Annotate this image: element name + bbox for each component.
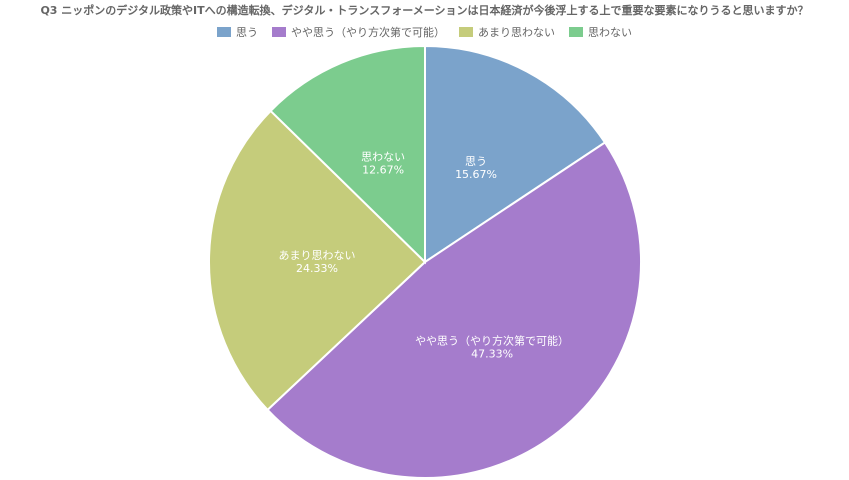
legend-swatch-yaya-omou	[272, 27, 286, 37]
slice-label-yaya-omou: やや思う（やり方次第で可能）	[415, 334, 569, 348]
slice-label-omou: 思う	[465, 155, 487, 168]
legend-item-yaya-omou[interactable]: やや思う（やり方次第で可能）	[272, 24, 445, 40]
chart-title: Q3 ニッポンのデジタル政策やITへの構造転換、デジタル・トランスフォーメーショ…	[40, 4, 809, 17]
pie-slice-omou[interactable]	[424, 44, 607, 264]
slice-value-yaya-omou: 47.33%	[471, 348, 513, 361]
legend-item-amari-omowanai[interactable]: あまり思わない	[459, 24, 555, 40]
slice-value-amari-omowanai: 24.33%	[296, 262, 338, 275]
pie-slice-yaya-omou[interactable]	[266, 141, 642, 479]
legend-label-yaya-omou: やや思う（やり方次第で可能）	[291, 26, 445, 39]
legend-item-omou[interactable]: 思う	[217, 24, 258, 40]
pie-slice-amari-omowanai[interactable]	[208, 109, 427, 412]
legend-label-omowanai: 思わない	[588, 26, 632, 39]
slice-value-omou: 15.67%	[455, 168, 497, 181]
pie-slice-omowanai[interactable]	[269, 44, 426, 265]
legend-swatch-amari-omowanai	[459, 27, 473, 37]
legend-swatch-omowanai	[569, 27, 583, 37]
legend-item-omowanai[interactable]: 思わない	[569, 24, 632, 40]
slice-label-amari-omowanai: あまり思わない	[279, 249, 356, 262]
slice-value-omowanai: 12.67%	[362, 163, 404, 176]
legend-swatch-omou	[217, 27, 231, 37]
chart-legend: 思う やや思う（やり方次第で可能） あまり思わない 思わない	[0, 24, 849, 40]
slice-label-omowanai: 思わない	[361, 150, 405, 163]
legend-label-amari-omowanai: あまり思わない	[478, 26, 555, 39]
legend-label-omou: 思う	[236, 26, 258, 39]
